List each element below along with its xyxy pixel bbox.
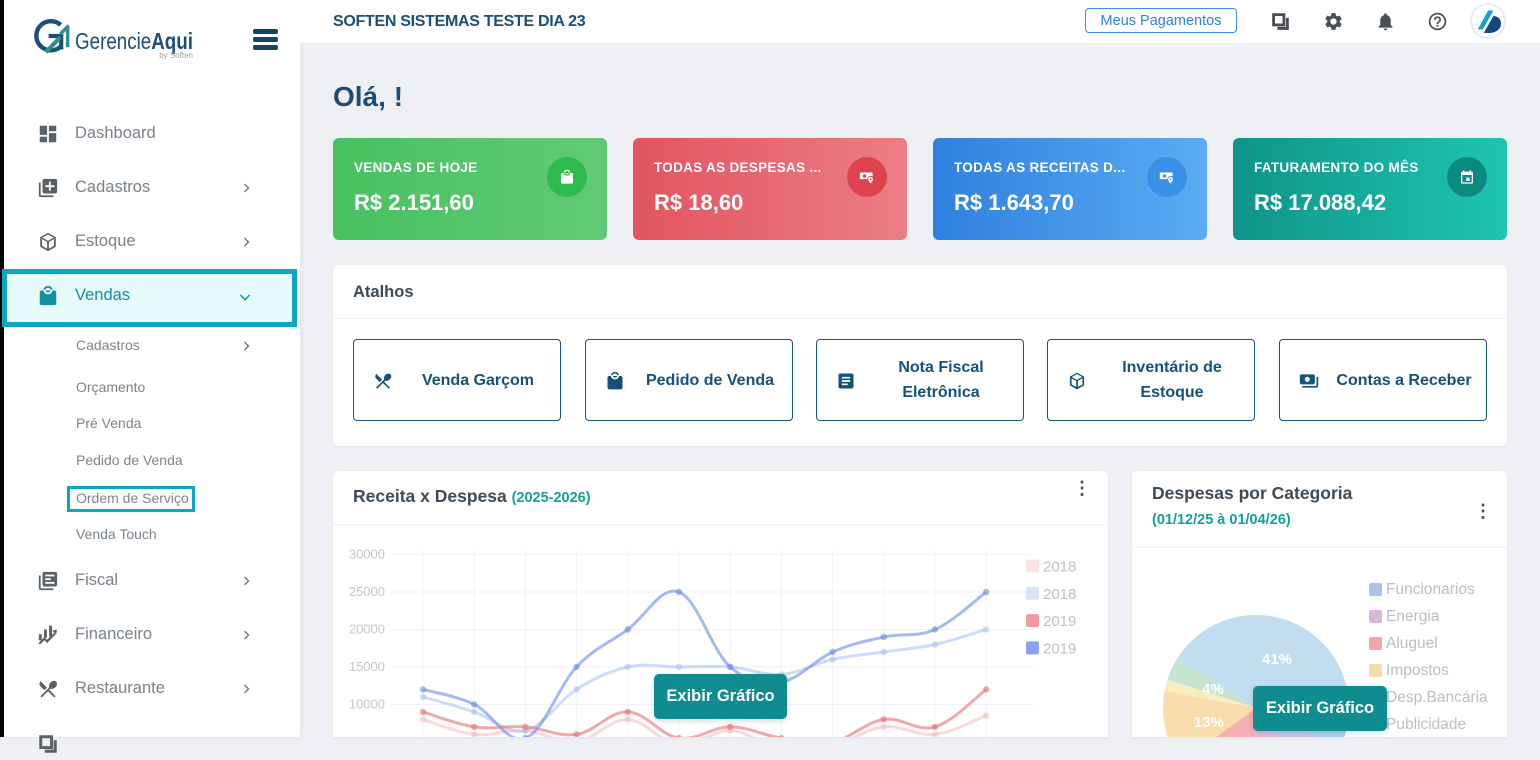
svg-text:Funcionarios: Funcionarios	[1386, 581, 1475, 598]
svg-text:25000: 25000	[349, 584, 385, 599]
svg-text:Aluguel: Aluguel	[1386, 635, 1438, 652]
svg-text:15000: 15000	[349, 659, 385, 674]
svg-text:10000: 10000	[349, 696, 385, 711]
svg-text:2018: 2018	[1043, 586, 1076, 603]
svg-text:Desp.Bancária: Desp.Bancária	[1386, 689, 1488, 706]
svg-text:4%: 4%	[1202, 681, 1224, 698]
svg-text:Impostos: Impostos	[1386, 662, 1449, 679]
svg-text:2019: 2019	[1043, 613, 1076, 630]
svg-text:2018: 2018	[1043, 559, 1076, 576]
svg-text:by Soften: by Soften	[159, 51, 193, 60]
svg-text:41%: 41%	[1262, 651, 1292, 668]
svg-text:30000: 30000	[349, 547, 385, 562]
svg-text:13%: 13%	[1194, 714, 1224, 731]
svg-text:2019: 2019	[1043, 640, 1076, 657]
svg-text:20000: 20000	[349, 622, 385, 637]
svg-text:Publicidade: Publicidade	[1386, 716, 1466, 733]
svg-text:Energia: Energia	[1386, 608, 1440, 625]
svg-text:GerencieAqui: GerencieAqui	[75, 28, 193, 54]
